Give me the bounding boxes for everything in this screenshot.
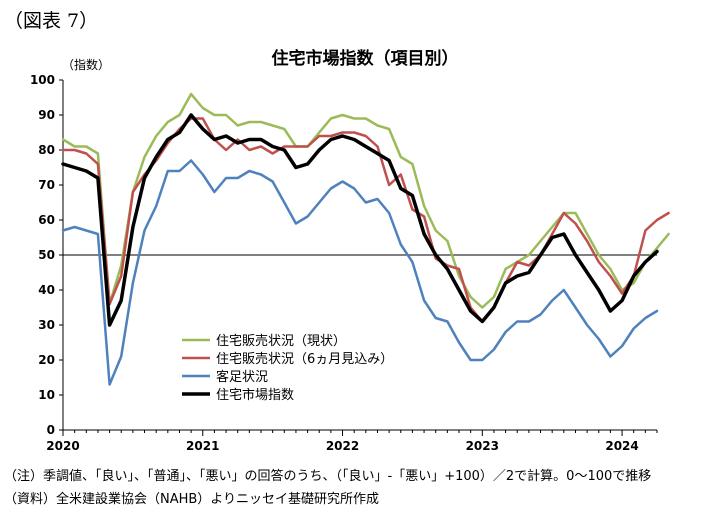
- series-group: [61, 92, 670, 386]
- y-tick-label: 40: [38, 283, 55, 297]
- x-tick-label: 2024: [605, 439, 638, 453]
- x-tick-label: 2021: [186, 439, 219, 453]
- y-tick-label: 50: [38, 248, 55, 262]
- y-tick-label: 30: [38, 318, 55, 332]
- y-tick-label: 100: [30, 73, 55, 87]
- y-tick-label: 90: [38, 108, 55, 122]
- legend-label-2: 客足状況: [216, 369, 268, 385]
- y-axis-label: （指数）: [62, 57, 110, 72]
- y-tick-label: 10: [38, 388, 55, 402]
- y-tick-label: 0: [47, 423, 55, 437]
- line-chart: 住宅市場指数（項目別） （指数） 0 10 20 30 40 50 60 70 80 90 100 2…: [30, 48, 670, 453]
- y-tick-label: 70: [38, 178, 55, 192]
- source-note: （資料）全米建設業協会（NAHB）よりニッセイ基礎研究所作成: [4, 492, 380, 507]
- chart-title: 住宅市場指数（項目別）: [272, 48, 459, 69]
- y-tick-label: 20: [38, 353, 55, 367]
- x-tick-label: 2020: [46, 439, 79, 453]
- series-line-1: [61, 117, 670, 323]
- y-tick-label: 60: [38, 213, 55, 227]
- legend-label-0: 住宅販売状況（現状）: [216, 333, 346, 349]
- axes: 0 10 20 30 40 50 60 70 80 90 100 2020 2021 2022 2023 20…: [30, 73, 658, 453]
- legend-label-1: 住宅販売状況（6ヵ月見込み）: [216, 351, 393, 367]
- y-tick-label: 80: [38, 143, 55, 157]
- series-line-3: [61, 113, 659, 327]
- series-line-0: [61, 92, 670, 309]
- figure-label: （図表 7）: [4, 10, 99, 32]
- x-tick-label: 2023: [466, 439, 499, 453]
- series-line-2: [61, 159, 659, 386]
- x-tick-label: 2022: [326, 439, 359, 453]
- footnote: （注）季調値、「良い」、「普通」、「悪い」の回答のうち、（「良い」-「悪い」+1…: [4, 469, 652, 484]
- legend-label-3: 住宅市場指数: [216, 387, 294, 403]
